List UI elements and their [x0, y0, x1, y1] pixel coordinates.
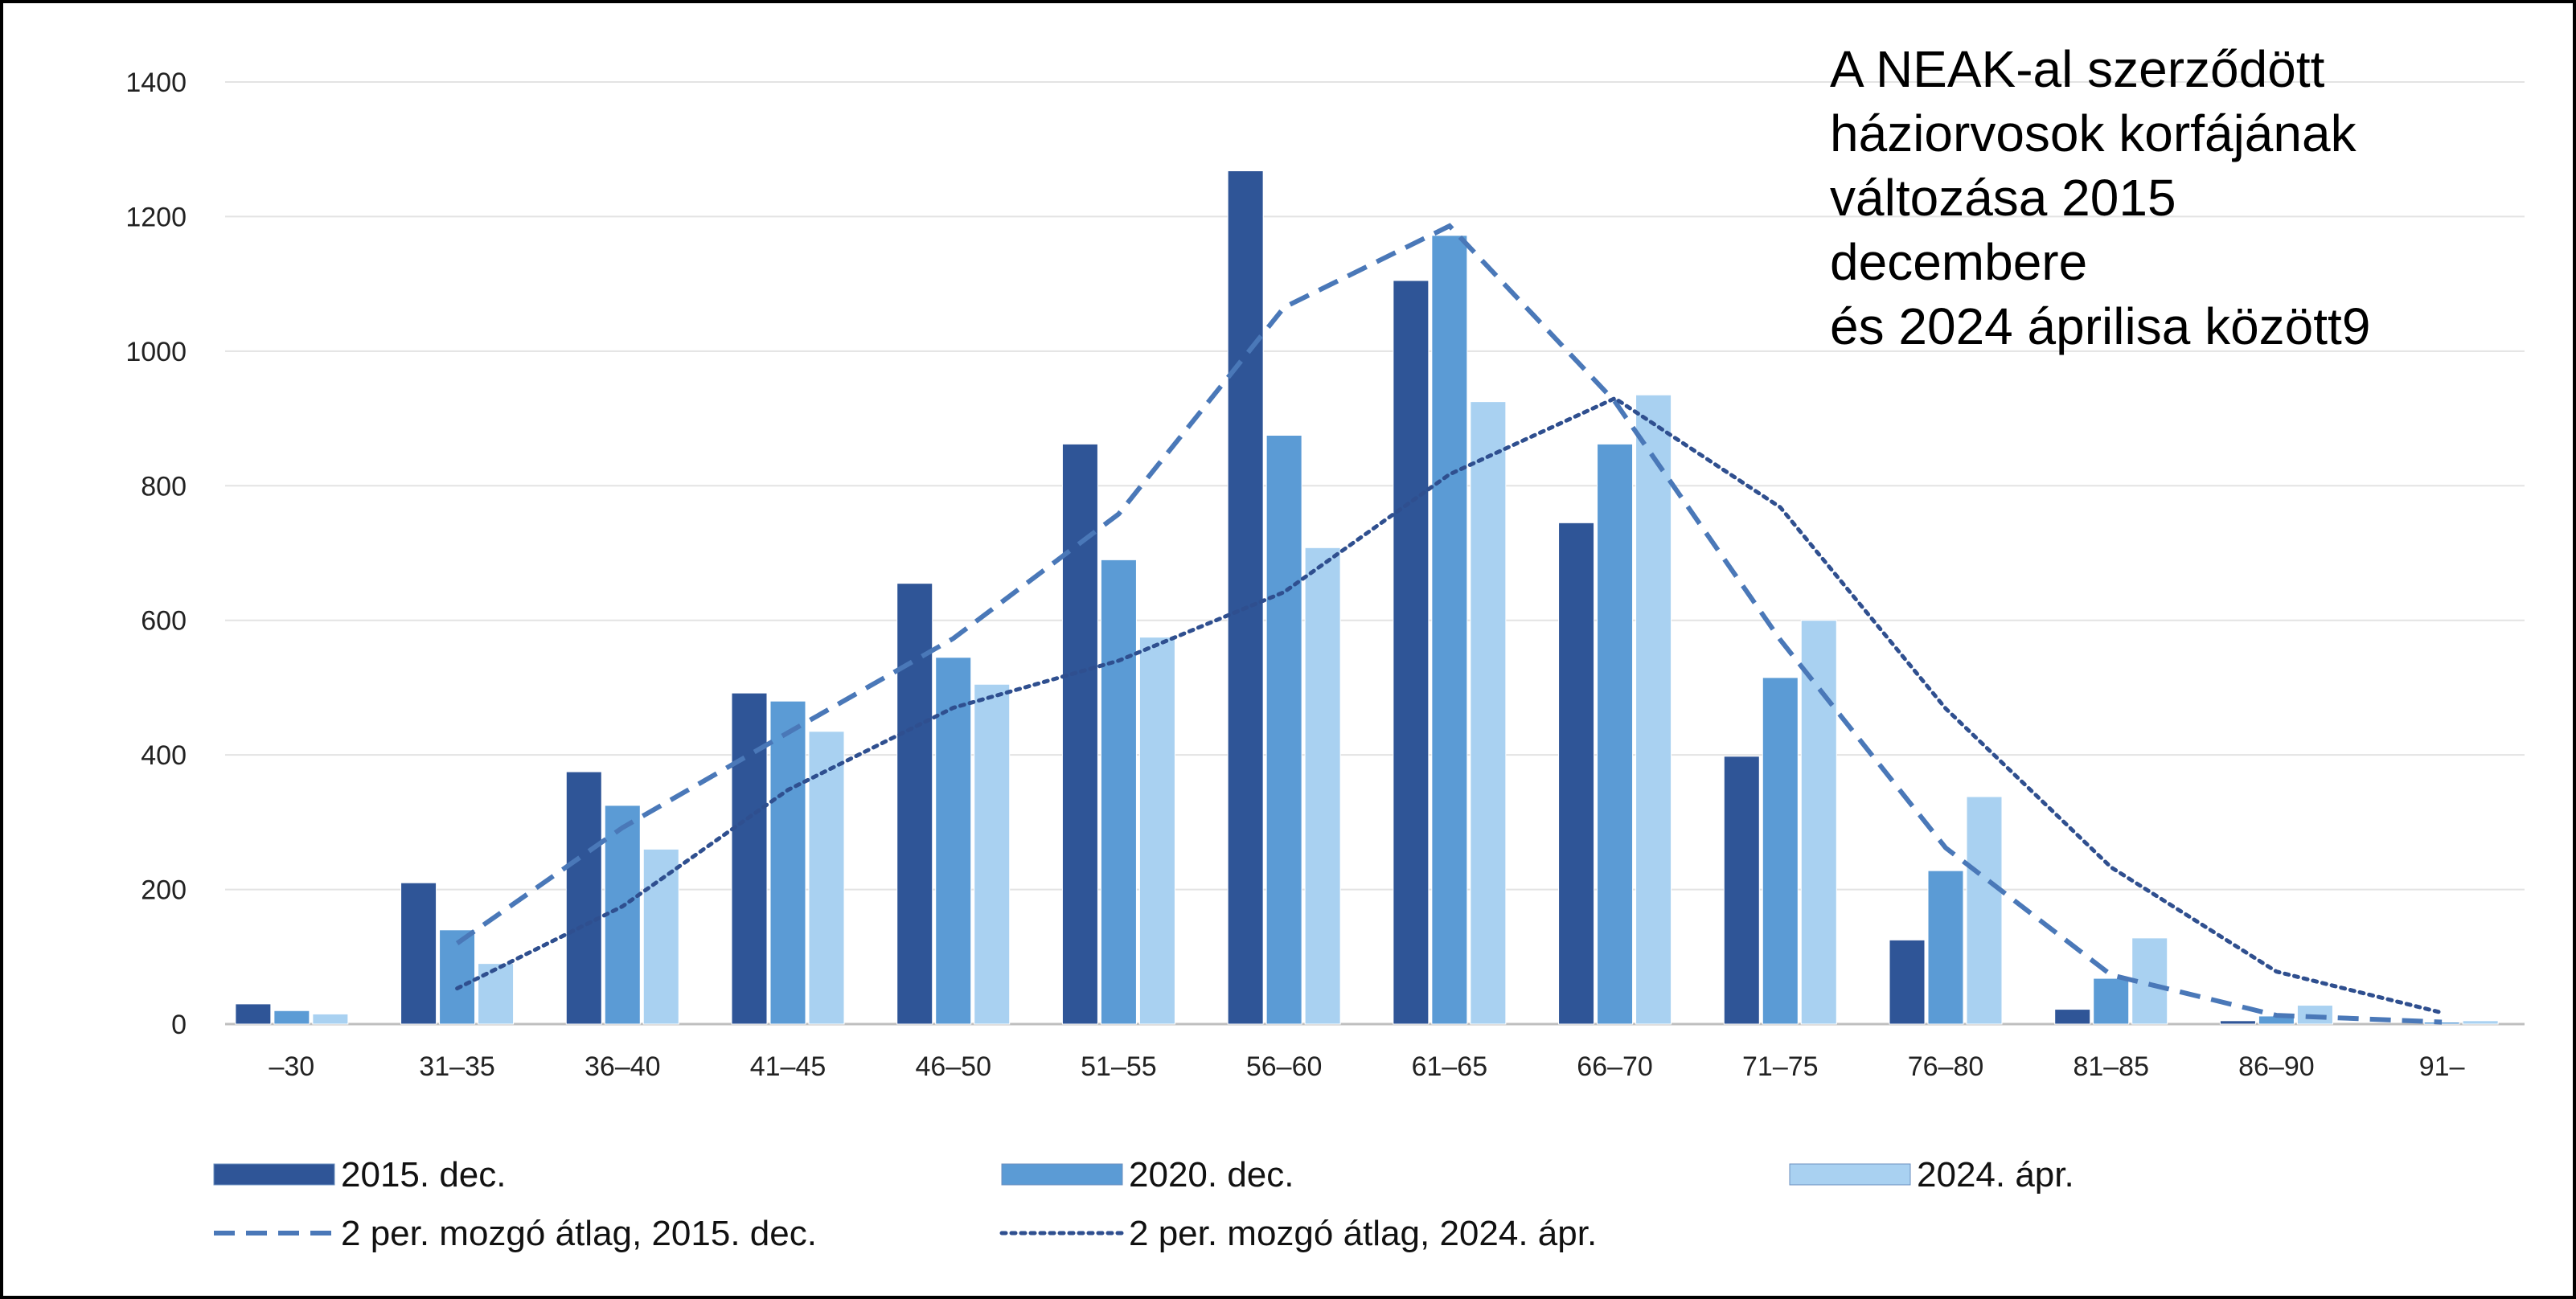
y-tick-label: 1200 — [125, 202, 187, 232]
bars — [235, 170, 2499, 1025]
x-tick-label: 56–60 — [1246, 1051, 1323, 1082]
chart-title-line: decembere — [1830, 233, 2088, 291]
x-tick-label: 66–70 — [1577, 1051, 1653, 1082]
bar — [2093, 977, 2130, 1025]
y-axis-ticks: 0 200 400 600 800 1000 1200 1400 — [125, 68, 187, 1040]
bar — [808, 731, 845, 1025]
bar — [974, 683, 1011, 1025]
bar — [2219, 1020, 2256, 1025]
bar — [604, 805, 641, 1025]
x-tick-label: 41–45 — [750, 1051, 827, 1082]
chart-title-line: változása 2015 — [1830, 169, 2176, 227]
y-tick-label: 800 — [141, 471, 187, 502]
bar — [400, 882, 437, 1025]
trendline-dotted — [455, 395, 2444, 1015]
bar — [2423, 1021, 2460, 1025]
bar — [1470, 401, 1507, 1025]
bar — [1138, 637, 1175, 1025]
bar — [769, 700, 806, 1025]
bar — [1227, 170, 1264, 1025]
bar — [1762, 677, 1799, 1025]
trendline-dashed — [455, 223, 2443, 1025]
trendlines — [455, 223, 2444, 1025]
x-tick-label: 86–90 — [2238, 1051, 2315, 1082]
legend-label: 2020. dec. — [1129, 1155, 1294, 1195]
chart-svg: 0 200 400 600 800 1000 1200 1400 –30 31–35 36–40 4… — [125, 68, 2525, 1253]
legend-swatch — [213, 1163, 335, 1186]
bar — [1304, 547, 1341, 1025]
y-tick-label: 0 — [171, 1010, 187, 1040]
bar — [1100, 559, 1137, 1025]
bar — [1265, 435, 1302, 1025]
x-tick-label: 81–85 — [2073, 1051, 2149, 1082]
x-axis-ticks: –30 31–35 36–40 41–45 46–50 51–55 56–60 61–65 66… — [269, 1051, 2464, 1082]
bar — [565, 771, 602, 1025]
bar — [478, 963, 515, 1025]
x-tick-label: 46–50 — [915, 1051, 991, 1082]
legend: 2015. dec. 2020. dec. 2024. ápr. 2 per. moz… — [213, 1155, 2074, 1253]
legend-label: 2015. dec. — [341, 1155, 507, 1195]
x-tick-label: 61–65 — [1412, 1051, 1488, 1082]
x-tick-label: –30 — [269, 1051, 314, 1082]
chart-title: A NEAK-al szerződött háziorvosok korfájá… — [1830, 37, 2553, 359]
bar — [312, 1013, 349, 1025]
bar — [1966, 796, 2003, 1025]
bar — [896, 583, 933, 1025]
bar — [273, 1010, 310, 1025]
y-tick-label: 1400 — [125, 68, 187, 98]
legend-swatch — [1789, 1163, 1911, 1186]
bar — [1723, 756, 1760, 1025]
x-tick-label: 36–40 — [585, 1051, 661, 1082]
bar — [2462, 1020, 2499, 1025]
chart-title-line: A NEAK-al szerződött — [1830, 40, 2325, 98]
bar — [235, 1003, 272, 1025]
chart-title-line: háziorvosok korfájának — [1830, 104, 2357, 162]
bar — [1635, 394, 1672, 1025]
x-tick-label: 76–80 — [1908, 1051, 1984, 1082]
x-tick-label: 71–75 — [1742, 1051, 1819, 1082]
y-tick-label: 400 — [141, 740, 187, 771]
bar — [2054, 1009, 2091, 1025]
legend-swatch — [1001, 1163, 1123, 1186]
y-tick-label: 200 — [141, 875, 187, 906]
y-tick-label: 600 — [141, 606, 187, 637]
legend-label: 2 per. mozgó átlag, 2024. ápr. — [1129, 1214, 1597, 1253]
bar — [1597, 443, 1634, 1025]
legend-label: 2 per. mozgó átlag, 2015. dec. — [341, 1214, 817, 1253]
bar — [935, 657, 972, 1025]
x-tick-label: 31–35 — [419, 1051, 495, 1082]
chart-title-line: és 2024 áprilisa között9 — [1830, 297, 2371, 355]
bar — [731, 692, 768, 1025]
bar — [1431, 235, 1468, 1025]
bar — [1558, 522, 1595, 1025]
y-tick-label: 1000 — [125, 337, 187, 367]
bar — [642, 848, 679, 1025]
bar — [1800, 620, 1837, 1025]
legend-label: 2024. ápr. — [1917, 1155, 2074, 1195]
bar — [1393, 280, 1430, 1025]
bar — [1889, 939, 1926, 1025]
bar — [439, 929, 476, 1025]
x-tick-label: 91– — [2419, 1051, 2465, 1082]
x-tick-label: 51–55 — [1081, 1051, 1157, 1082]
bar — [1927, 870, 1964, 1025]
